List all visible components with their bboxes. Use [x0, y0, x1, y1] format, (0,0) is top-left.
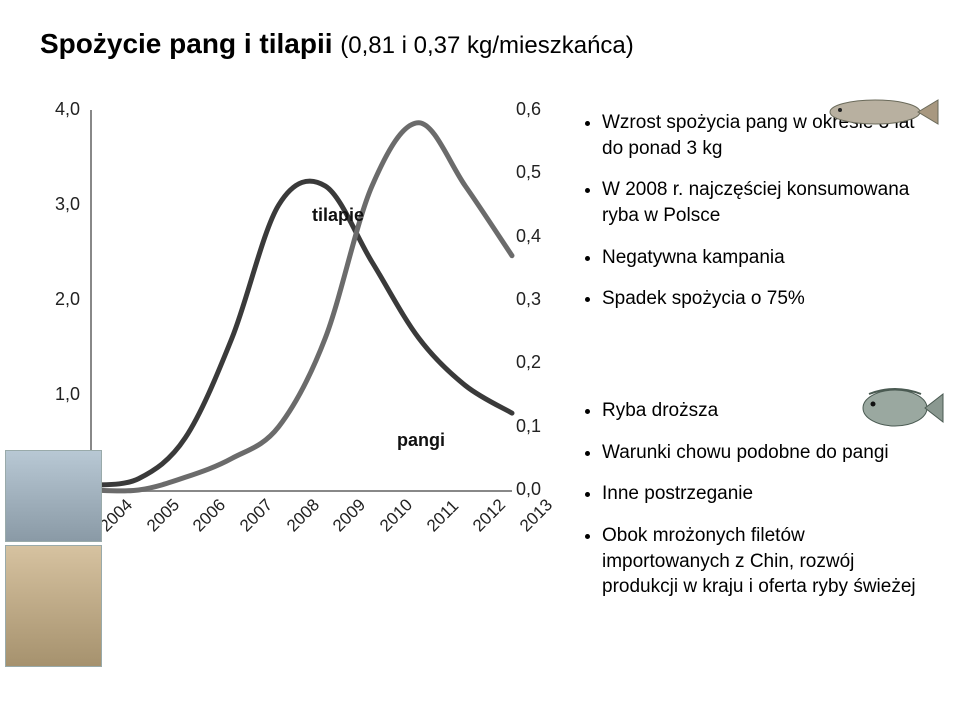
bullet: Spadek spożycia o 75%	[602, 286, 930, 312]
bullet: Negatywna kampania	[602, 245, 930, 271]
y-right-tick: 0,5	[516, 162, 556, 183]
x-tick: 2008	[283, 495, 324, 536]
x-tick: 2007	[236, 495, 277, 536]
x-tick: 2005	[143, 495, 184, 536]
page-title: Spożycie pang i tilapii (0,81 i 0,37 kg/…	[40, 28, 634, 60]
fish-icon-tilapia	[855, 380, 945, 435]
x-tick: 2009	[329, 495, 370, 536]
y-right-tick: 0,1	[516, 416, 556, 437]
bullet: Inne postrzeganie	[602, 481, 930, 507]
title-sub: (0,81 i 0,37 kg/mieszkańca)	[340, 32, 633, 59]
bullet: Obok mrożonych filetów importowanych z C…	[602, 523, 930, 600]
y-right-tick: 0,6	[516, 99, 556, 120]
y-left-tick: 3,0	[40, 194, 80, 215]
x-tick: 2011	[423, 496, 463, 536]
x-tick: 2004	[96, 495, 137, 536]
bullets-top: Wzrost spożycia pang w okresie 3 lat do …	[580, 110, 930, 328]
series-pangi	[92, 181, 512, 485]
chart-area: tilapie pangi 0,00,10,20,30,40,50,6 0,01…	[40, 110, 550, 550]
y-right-tick: 0,0	[516, 479, 556, 500]
slide: Spożycie pang i tilapii (0,81 i 0,37 kg/…	[0, 0, 960, 712]
photo-containers	[5, 545, 102, 667]
series-tilapie	[92, 123, 512, 491]
photo-port	[5, 450, 102, 542]
x-tick: 2006	[189, 495, 230, 536]
plot: tilapie pangi 0,00,10,20,30,40,50,6	[90, 110, 512, 492]
fish-icon-panga	[820, 90, 940, 134]
chart-svg	[92, 110, 512, 490]
series-label-pangi: pangi	[397, 430, 445, 451]
x-tick: 2013	[516, 495, 557, 536]
x-tick: 2012	[469, 495, 510, 536]
bullet: Warunki chowu podobne do pangi	[602, 440, 930, 466]
y-left-tick: 2,0	[40, 289, 80, 310]
bullet: W 2008 r. najczęściej konsumowana ryba w…	[602, 177, 930, 228]
x-tick: 2010	[376, 495, 417, 536]
y-right-tick: 0,2	[516, 352, 556, 373]
y-right-tick: 0,3	[516, 289, 556, 310]
series-label-tilapie: tilapie	[312, 205, 364, 226]
y-left-tick: 4,0	[40, 99, 80, 120]
y-left-tick: 1,0	[40, 384, 80, 405]
y-right-tick: 0,4	[516, 226, 556, 247]
title-main: Spożycie pang i tilapii	[40, 28, 333, 59]
